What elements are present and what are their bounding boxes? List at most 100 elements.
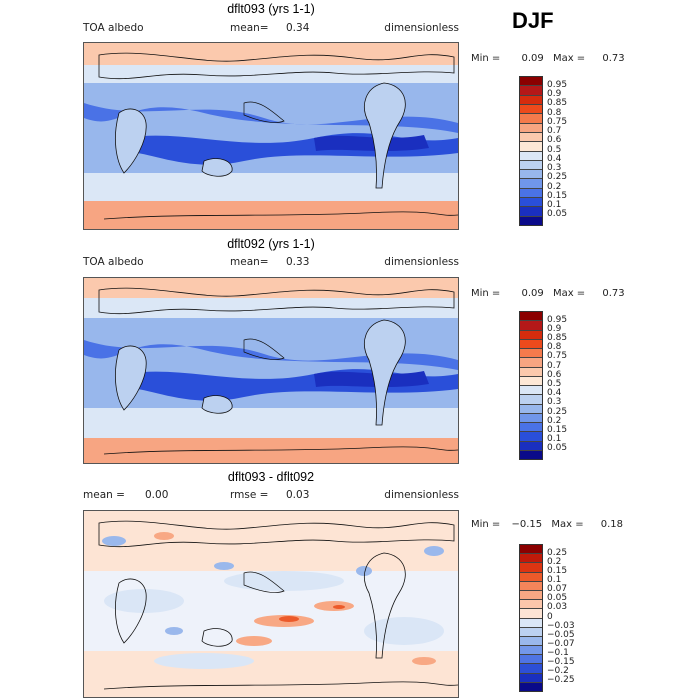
panel-1-units: dimensionless [384,22,459,34]
colorbar-swatch [520,554,542,564]
panel-1-variable-label: TOA albedo [83,22,144,34]
colorbar-tick-label: 0.7 [547,360,562,371]
panel-1-max-label: Max = [552,53,586,64]
panel-2-mean-value: 0.33 [286,256,310,268]
panel-2-variable-label: TOA albedo [83,256,144,268]
colorbar-tick-label: 0.25 [547,406,568,417]
colorbar-swatch [520,682,542,691]
colorbar-swatch [520,618,542,628]
colorbar-tick-label: 0.05 [547,593,568,604]
colorbar-swatch [520,86,542,96]
colorbar-tick-label: 0.3 [547,397,562,408]
colorbar-tick-label: 0.1 [547,200,562,210]
panel-2-units: dimensionless [384,256,459,268]
panel-2-map-svg [84,278,458,463]
panel-3-map-svg [84,511,458,697]
colorbar-tick-label: −0.05 [547,629,575,640]
panel-1-minmax: Min = 0.09 Max = 0.73 [471,53,625,64]
colorbar-tick-label: 0.5 [547,144,562,155]
colorbar-tick-label: 0.03 [547,602,568,613]
colorbar-swatch [520,95,542,105]
panel-2-colorbar [519,311,543,460]
colorbar-swatch [520,114,542,124]
colorbar-swatch [520,330,542,340]
colorbar-tick-label: 0.05 [547,443,568,454]
panel-3-colorbar [519,544,543,692]
colorbar-tick-label: 0.2 [547,556,562,567]
panel-3-title: dflt093 - dflt092 [227,470,315,484]
panel-1-mean-value: 0.34 [286,22,310,34]
colorbar-swatch [520,349,542,359]
colorbar-tick-label: 0.7 [547,126,562,136]
colorbar-swatch [520,358,542,368]
colorbar-tick-label: 0.6 [547,369,562,380]
panel-3-rmse-value: 0.03 [286,489,310,501]
colorbar-swatch [520,646,542,656]
colorbar-tick-label: 0.95 [547,314,568,325]
colorbar-tick-label: 0.07 [547,584,568,595]
colorbar-swatch [520,600,542,610]
colorbar-tick-label: 0 [547,611,553,622]
colorbar-tick-label: 0.75 [547,351,568,362]
colorbar-tick-label: 0.25 [547,547,568,558]
panel-1-min-value: 0.09 [521,53,544,64]
panel-3-min-label: Min = [471,519,501,530]
colorbar-swatch [520,367,542,377]
colorbar-swatch [520,142,542,152]
colorbar-swatch [520,441,542,451]
colorbar-swatch [520,655,542,665]
colorbar-tick-label: −0.03 [547,620,575,631]
panel-2-max-label: Max = [552,288,586,299]
panel-1-max-value: 0.73 [602,53,625,64]
colorbar-swatch [520,386,542,396]
panel-2-minmax: Min = 0.09 Max = 0.73 [471,288,625,299]
colorbar-tick-label: 0.15 [547,424,568,435]
panel-3-mean-label: mean = [83,489,125,501]
panel-3-max-label: Max = [551,519,584,530]
panel-3-minmax: Min = −0.15 Max = 0.18 [471,519,623,530]
panel-1-mean-label: mean= [230,22,269,34]
panel-2-title: dflt092 (yrs 1-1) [227,237,315,251]
colorbar-swatch [520,312,542,322]
colorbar-swatch [520,179,542,189]
colorbar-tick-label: 0.25 [547,172,568,183]
colorbar-tick-label: 0.15 [547,565,568,576]
colorbar-tick-label: 0.75 [547,116,568,127]
colorbar-tick-label: 0.6 [547,135,562,146]
colorbar-swatch [520,132,542,143]
colorbar-swatch [520,563,542,573]
panel-3-rmse-label: rmse = [230,489,269,501]
panel-2-mean-label: mean= [230,256,269,268]
colorbar-tick-label: 0.9 [547,89,562,99]
colorbar-tick-label: 0.1 [547,434,562,445]
panel-2-min-value: 0.09 [521,288,544,299]
colorbar-swatch [520,581,542,591]
panel-3-colorbar-labels: 0.25 0.2 0.15 0.1 0.07 0.05 0.03 0 −0.03 −0.05 −0.… [547,544,607,690]
panel-2-meta: TOA albedo mean= 0.33 dimensionless [83,256,459,270]
colorbar-swatch [520,450,542,459]
colorbar-swatch [520,627,542,637]
colorbar-tick-label: 0.05 [547,209,568,220]
colorbar-tick-label: 0.3 [547,163,562,173]
colorbar-tick-label: 0.15 [547,190,568,201]
colorbar-swatch [520,188,542,199]
colorbar-swatch [520,104,542,115]
panel-3-min-value: −0.15 [511,519,543,530]
colorbar-swatch [520,151,542,161]
colorbar-swatch [520,207,542,217]
panel-3-map [83,510,459,698]
colorbar-tick-label: 0.8 [547,342,562,353]
colorbar-tick-label: −0.2 [547,666,569,677]
colorbar-swatch [520,198,542,208]
panel-1-meta: TOA albedo mean= 0.34 dimensionless [83,22,459,36]
colorbar-swatch [520,321,542,331]
panel-2-max-value: 0.73 [602,288,625,299]
colorbar-swatch [520,77,542,87]
colorbar-swatch [520,160,542,171]
colorbar-swatch [520,572,542,582]
colorbar-swatch [520,609,542,619]
colorbar-tick-label: −0.25 [547,675,575,686]
colorbar-swatch [520,590,542,601]
panel-1-colorbar [519,76,543,226]
colorbar-tick-label: 0.4 [547,388,562,399]
